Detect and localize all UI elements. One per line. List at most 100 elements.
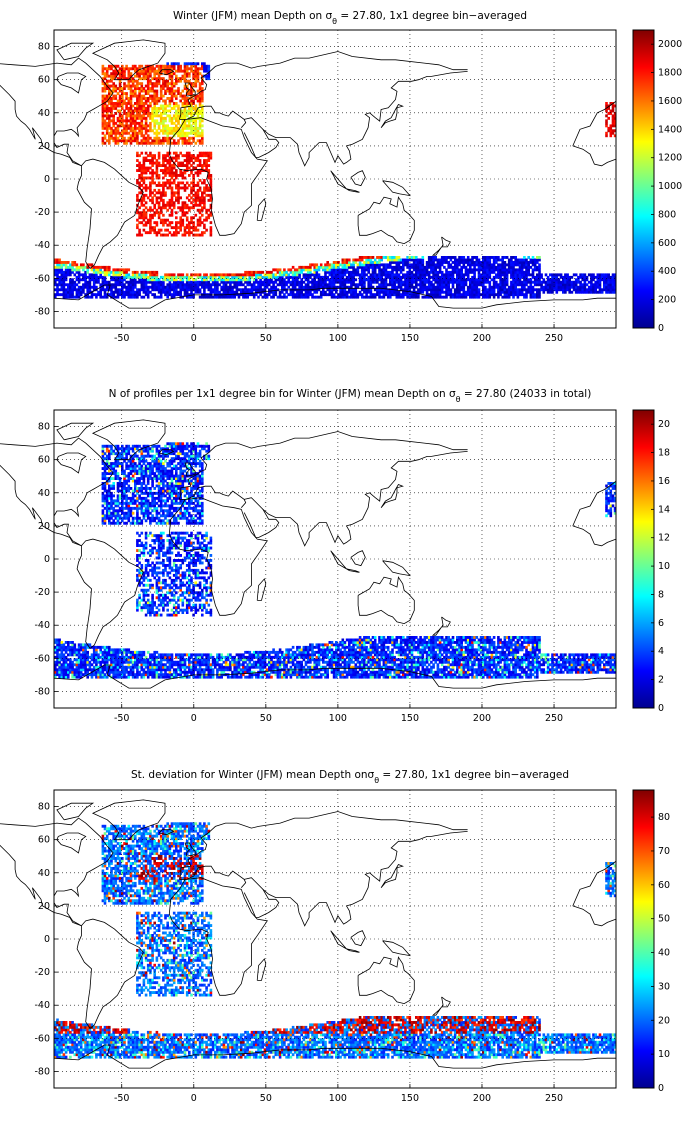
data-cell: [142, 102, 146, 105]
data-cell: [67, 265, 70, 269]
data-cell: [144, 124, 148, 128]
data-cell: [609, 124, 613, 128]
data-cell: [551, 290, 554, 294]
data-cell: [138, 131, 141, 135]
data-cell: [579, 280, 582, 284]
data-cell: [175, 278, 178, 282]
data-cell: [153, 206, 156, 210]
data-cell: [164, 285, 167, 289]
data-cell: [112, 104, 115, 108]
data-cell: [153, 139, 156, 143]
data-cell: [501, 295, 504, 299]
data-cell: [363, 268, 366, 272]
data-cell: [209, 288, 213, 292]
data-cell: [246, 290, 249, 294]
data-cell: [546, 288, 550, 292]
data-cell: [386, 275, 390, 279]
data-cell: [159, 228, 163, 232]
data-cell: [613, 112, 617, 115]
data-cell: [183, 188, 187, 192]
data-cell: [384, 265, 388, 269]
data-cell: [123, 87, 126, 90]
data-cell: [108, 293, 111, 297]
data-cell: [371, 263, 375, 267]
data-cell: [596, 273, 600, 277]
data-cell: [138, 275, 141, 279]
data-cell: [60, 658, 64, 662]
data-cell: [518, 268, 522, 272]
data-cell: [75, 295, 79, 299]
data-cell: [183, 97, 187, 100]
data-cell: [473, 268, 476, 272]
data-cell: [103, 273, 107, 277]
data-cell: [179, 221, 182, 225]
data-cell: [384, 273, 388, 277]
data-cell: [159, 198, 163, 202]
data-cell: [73, 668, 77, 672]
data-cell: [330, 263, 334, 267]
data-cell: [354, 293, 358, 297]
data-cell: [322, 285, 325, 289]
data-cell: [462, 278, 466, 282]
data-cell: [250, 288, 254, 292]
data-cell: [360, 268, 364, 272]
data-cell: [110, 67, 113, 71]
data-cell: [64, 673, 68, 677]
data-cell: [471, 258, 474, 262]
data-cell: [214, 285, 217, 289]
data-cell: [170, 166, 174, 170]
data-cell: [71, 663, 74, 667]
data-cell: [112, 275, 115, 279]
data-cell: [198, 288, 202, 292]
data-cell: [304, 273, 308, 277]
data-cell: [168, 166, 172, 170]
data-cell: [484, 275, 487, 279]
data-cell: [54, 270, 57, 274]
data-cell: [118, 87, 122, 90]
data-cell: [337, 273, 340, 277]
data-cell: [136, 198, 139, 202]
data-cell: [103, 77, 107, 81]
data-cell: [188, 228, 191, 232]
data-cell: [153, 99, 156, 103]
data-cell: [194, 104, 198, 108]
data-cell: [453, 290, 457, 294]
data-cell: [140, 114, 144, 118]
data-cell: [473, 263, 476, 267]
data-cell: [177, 221, 180, 225]
data-cell: [335, 273, 338, 277]
data-cell: [175, 151, 178, 155]
data-cell: [175, 283, 178, 287]
data-cell: [181, 109, 185, 113]
data-cell: [125, 275, 128, 279]
data-cell: [425, 265, 429, 269]
data-cell: [179, 92, 182, 95]
data-cell: [177, 107, 180, 110]
data-cell: [235, 273, 239, 277]
data-cell: [345, 265, 349, 269]
data-cell: [252, 273, 256, 277]
data-cell: [207, 174, 211, 177]
data-cell: [172, 285, 176, 289]
data-cell: [300, 270, 303, 274]
data-cell: [183, 211, 187, 215]
data-cell: [343, 268, 347, 272]
data-cell: [155, 171, 159, 175]
data-cell: [188, 166, 191, 170]
data-cell: [155, 174, 159, 177]
data-cell: [471, 256, 474, 259]
data-cell: [172, 290, 176, 294]
data-cell: [67, 288, 70, 292]
data-cell: [118, 280, 122, 284]
data-cell: [507, 263, 511, 267]
data-cell: [473, 278, 476, 282]
data-cell: [207, 169, 211, 172]
data-cell: [179, 283, 182, 287]
coastline-segment: [91, 39, 166, 81]
data-cell: [138, 228, 141, 232]
data-cell: [71, 265, 74, 269]
data-cell: [220, 278, 223, 282]
data-cell: [131, 112, 135, 115]
data-cell: [507, 293, 511, 297]
data-cell: [309, 268, 312, 272]
